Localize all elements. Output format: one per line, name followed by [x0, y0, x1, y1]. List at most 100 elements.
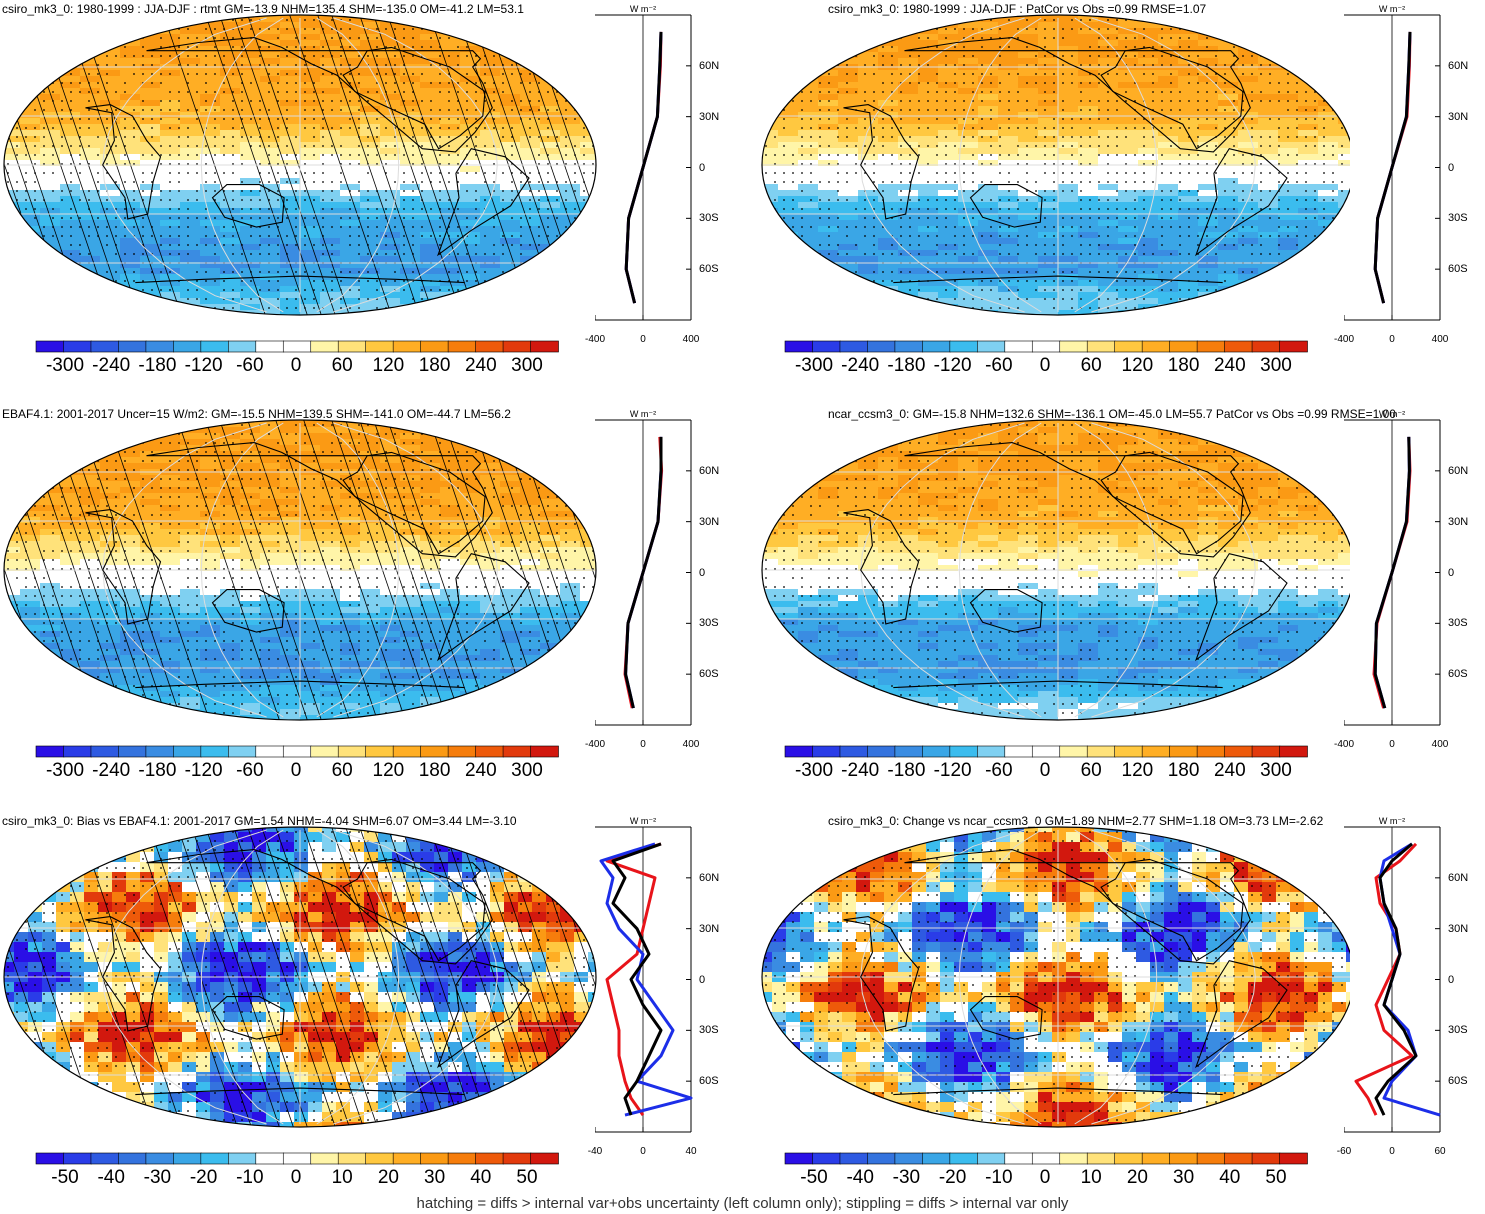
panel-p4: ncar_ccsm3_0: GM=-15.8 NHM=132.6 SHM=-13… — [750, 405, 1485, 800]
coastline-samerica — [436, 148, 530, 257]
colorbar-box — [282, 745, 312, 758]
coastline-australia — [211, 996, 285, 1040]
colorbar-label: -30 — [143, 1167, 172, 1188]
coastline-samerica — [1194, 960, 1288, 1069]
coastline-samerica — [1194, 148, 1288, 257]
profile-line-main — [624, 31, 663, 304]
colorbar-box — [812, 1152, 841, 1165]
profile-x-tick-label: 400 — [1431, 739, 1449, 750]
colorbar-label: -240 — [841, 355, 880, 376]
colorbar-box — [530, 1152, 559, 1165]
colorbar-label: -240 — [92, 355, 131, 376]
map-group — [3, 14, 597, 316]
colorbar-label: 0 — [1039, 1167, 1051, 1188]
coastline-africa — [85, 104, 162, 220]
map-group — [761, 826, 1350, 1128]
colorbar-label: -180 — [138, 355, 177, 376]
colorbar-label: -180 — [887, 355, 926, 376]
coastline-samerica — [436, 553, 530, 662]
panel-title: ncar_ccsm3_0: GM=-15.8 NHM=132.6 SHM=-13… — [828, 407, 1396, 421]
profile-x-tick-label: -400 — [1333, 334, 1355, 345]
colorbar-box — [1086, 745, 1116, 758]
colorbar-box — [392, 745, 422, 758]
colorbar-box — [502, 340, 532, 353]
colorbar-box — [839, 1152, 869, 1165]
colorbar-box — [867, 1152, 896, 1165]
colorbar-box — [839, 745, 869, 758]
panel-title: csiro_mk3_0: 1980-1999 : JJA-DJF : rtmt … — [2, 2, 524, 16]
colorbar-label: -300 — [45, 355, 85, 376]
colorbar-box — [1224, 1152, 1253, 1165]
colorbar-box — [1169, 340, 1198, 353]
colorbar-label: 10 — [331, 1167, 353, 1188]
profile-x-tick-label: 0 — [1389, 739, 1395, 750]
map-group — [761, 419, 1350, 721]
profile-lat-tick: 60S — [1448, 668, 1468, 681]
colorbar-label: -60 — [236, 355, 264, 376]
coastline-namerica — [342, 46, 486, 150]
panel-p3: EBAF4.1: 2001-2017 Uncer=15 W/m2: GM=-15… — [0, 405, 740, 800]
zonal-profile — [595, 826, 693, 1133]
colorbar-box — [255, 1152, 285, 1165]
profile-lat-tick: 60N — [1448, 871, 1469, 884]
map — [761, 419, 1350, 721]
colorbar-label: -20 — [189, 1167, 218, 1188]
colorbar-label: -10 — [985, 1167, 1013, 1188]
colorbar-label: -300 — [45, 760, 85, 781]
colorbar-label: 20 — [1126, 1167, 1148, 1188]
profile-x-tick-label: 400 — [1431, 334, 1449, 345]
coastline-namerica — [342, 858, 486, 962]
colorbar-box — [228, 340, 257, 353]
colorbar-box — [1086, 1152, 1116, 1165]
colorbar-box — [228, 1152, 257, 1165]
colorbar-label: 240 — [464, 355, 497, 376]
profile-x-tick-label: -40 — [587, 1146, 603, 1157]
colorbar-label: 180 — [1167, 355, 1200, 376]
colorbar-box — [977, 1152, 1006, 1165]
colorbar — [784, 340, 1308, 353]
colorbar — [35, 745, 559, 758]
colorbar-box — [867, 745, 896, 758]
profile-units: W m⁻² — [629, 4, 657, 14]
colorbar-box — [1251, 340, 1281, 353]
coastline-australia — [211, 589, 285, 633]
colorbar-box — [977, 340, 1006, 353]
coastlines — [85, 37, 530, 284]
colorbar-label: 60 — [1080, 355, 1102, 376]
colorbar-label: 240 — [464, 760, 497, 781]
profile-line-main — [1373, 436, 1411, 709]
map-border — [3, 419, 597, 721]
colorbar-label: -40 — [846, 1167, 874, 1188]
colorbar-label: -180 — [138, 760, 177, 781]
profile-lat-tick: 0 — [1448, 973, 1455, 986]
colorbar-box — [118, 745, 147, 758]
profile-x-tick-label: 0 — [640, 739, 646, 750]
coastline-africa — [843, 916, 920, 1032]
profile-x-tick-label: 0 — [1389, 334, 1395, 345]
profile-lat-tick: 30N — [1448, 922, 1469, 935]
colorbar-box — [1141, 1152, 1171, 1165]
profile-units: W m⁻² — [629, 409, 657, 419]
colorbar-box — [337, 340, 367, 353]
map-group — [3, 419, 597, 721]
colorbar-box — [365, 745, 394, 758]
coastline-antarctica — [135, 275, 465, 284]
profile-x-tick-label: 60 — [1434, 1146, 1446, 1157]
colorbar-box — [63, 1152, 92, 1165]
colorbar-label: -240 — [92, 760, 131, 781]
colorbar-box — [392, 340, 422, 353]
colorbar-box — [502, 745, 532, 758]
profile-lat-tick: 30S — [1448, 1024, 1468, 1037]
coastline-samerica — [436, 960, 530, 1069]
profile-lat-tick: 30N — [699, 110, 720, 123]
colorbar-label: -20 — [938, 1167, 967, 1188]
map-border — [3, 826, 597, 1128]
colorbar-label: -50 — [800, 1167, 828, 1188]
colorbar-box — [1141, 340, 1171, 353]
panel-p2: csiro_mk3_0: 1980-1999 : JJA-DJF : PatCo… — [750, 0, 1485, 395]
colorbar-box — [90, 745, 120, 758]
colorbar-box — [282, 340, 312, 353]
colorbar-box — [228, 745, 257, 758]
coastlines — [85, 442, 530, 689]
coastlines — [843, 442, 1288, 689]
